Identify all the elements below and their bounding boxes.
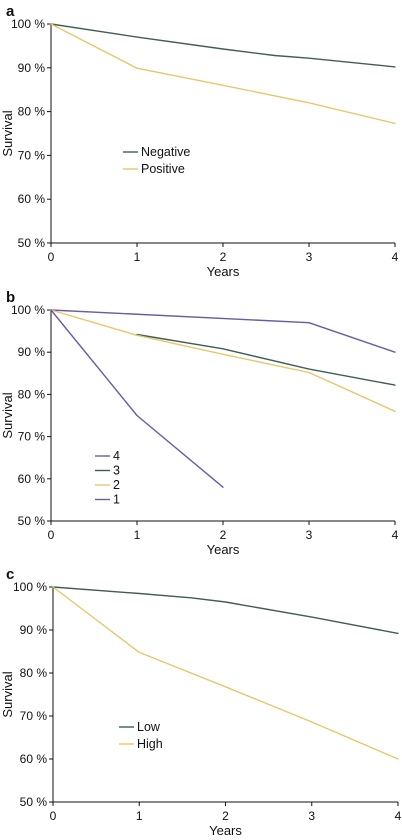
x-axis-title: Years xyxy=(207,542,240,557)
legend-label: 4 xyxy=(113,449,120,463)
legend-label: High xyxy=(137,737,163,751)
legend-label: 1 xyxy=(113,493,120,507)
y-tick-label: 100 % xyxy=(11,17,45,31)
y-tick-label: 80 % xyxy=(18,387,46,401)
chart-panel-b: b50 %60 %70 %80 %90 %100 %0 1 2 3 4YearsSurv… xyxy=(0,289,399,557)
series-line-negative xyxy=(50,23,396,68)
legend: Low High xyxy=(119,720,163,751)
x-axis-title: Years xyxy=(207,264,240,279)
series-line-3 xyxy=(136,333,396,386)
x-tick-label: 0 xyxy=(48,250,55,264)
chart-panel-c: c 50 % 60 % 70 % 80 % 90 % 100 % 0 1 2 3 4 Years Surv… xyxy=(0,566,402,838)
series-line-1 xyxy=(50,309,224,488)
chart-panel-a: a 50 % 60 % 70 % 80 % 90 % 100 % 0 1 2 3 4 Years Surv… xyxy=(0,3,399,279)
x-tick-label: 3 xyxy=(308,809,315,823)
x-tick-label: 2 xyxy=(220,528,227,542)
y-tick-label: 60 % xyxy=(20,752,48,766)
x-tick-label: 2 xyxy=(220,250,227,264)
y-tick-label: 50 % xyxy=(18,236,46,250)
y-tick-label: 80 % xyxy=(20,666,48,680)
panel-letter: c xyxy=(6,566,14,583)
y-tick-label: 60 % xyxy=(18,472,46,486)
y-tick-label: 70 % xyxy=(18,148,46,162)
y-tick-label: 70 % xyxy=(20,709,48,723)
panel-letter: b xyxy=(6,289,15,306)
x-tick-label: 1 xyxy=(136,809,143,823)
x-tick-label: 4 xyxy=(392,528,399,542)
y-tick-label: 50 % xyxy=(20,795,48,809)
x-tick-label: 0 xyxy=(48,528,55,542)
legend: Negative Positive xyxy=(123,145,190,176)
x-tick-label: 3 xyxy=(306,250,313,264)
y-tick-label: 100 % xyxy=(13,580,47,594)
x-tick-label: 4 xyxy=(392,250,399,264)
series-line-positive xyxy=(50,23,396,125)
legend-label: 2 xyxy=(113,478,120,492)
x-tick-label: 1 xyxy=(134,528,141,542)
y-tick-label: 70 % xyxy=(18,430,46,444)
y-tick-label: 60 % xyxy=(18,192,46,206)
y-axis-title: Survival xyxy=(0,110,15,156)
series-line-4 xyxy=(50,309,396,353)
series-line-low xyxy=(52,586,399,635)
x-tick-label: 4 xyxy=(395,809,402,823)
y-axis-title: Survival xyxy=(0,671,15,717)
y-tick-label: 90 % xyxy=(20,623,48,637)
y-tick-label: 100 % xyxy=(11,303,45,317)
panel-letter: a xyxy=(6,3,15,20)
x-tick-label: 3 xyxy=(306,528,313,542)
x-tick-label: 1 xyxy=(134,250,141,264)
y-tick-label: 90 % xyxy=(18,345,46,359)
series-line-high xyxy=(52,586,399,760)
legend-label: Low xyxy=(137,720,161,734)
legend-label: Positive xyxy=(141,162,185,176)
x-tick-label: 2 xyxy=(222,809,229,823)
y-axis-title: Survival xyxy=(0,392,15,438)
y-tick-label: 50 % xyxy=(18,514,46,528)
x-tick-label: 0 xyxy=(50,809,57,823)
y-tick-label: 80 % xyxy=(18,105,46,119)
legend-label: 3 xyxy=(113,464,120,478)
y-tick-label: 90 % xyxy=(18,61,46,75)
x-axis-title: Years xyxy=(209,823,242,838)
series-line-2 xyxy=(50,309,396,412)
legend-label: Negative xyxy=(141,145,190,159)
